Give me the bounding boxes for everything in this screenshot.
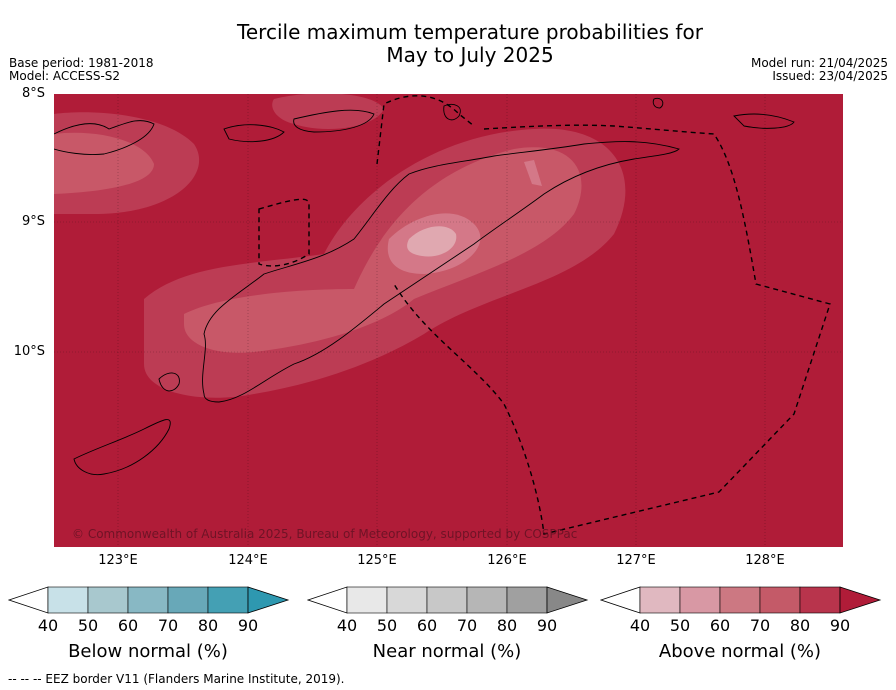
map-title-line2: May to July 2025: [386, 43, 554, 67]
coast-semau: [158, 372, 180, 392]
colorbar-segment: [127, 586, 169, 614]
colorbar-tick-label: 80: [197, 616, 219, 635]
colorbar-tick-label: 70: [157, 616, 179, 635]
colorbar-segment: [87, 586, 129, 614]
colorbar-tick-label: 50: [376, 616, 398, 635]
eez-borders: [258, 95, 831, 535]
coast-atauro: [443, 104, 461, 121]
lon-label-124e: 124°E: [228, 553, 268, 568]
colorbar-tick-label: 60: [709, 616, 731, 635]
colorbar-above-normal: [600, 586, 882, 614]
shade-north-blob: [272, 94, 384, 129]
coast-alor: [223, 124, 285, 143]
eez-legend-footer: -- -- -- EEZ border V11 (Flanders Marine…: [8, 672, 345, 686]
model-run-label: Model run: 21/04/2025: [750, 56, 888, 70]
coast-leti: [733, 113, 795, 129]
colorbar-tick-label: 90: [829, 616, 851, 635]
colorbar-tick-label: 80: [496, 616, 518, 635]
colorbar-tick-label: 80: [789, 616, 811, 635]
coast-flores-east: [54, 120, 155, 155]
coast-rote: [73, 419, 171, 476]
colorbar-tick-label: 40: [336, 616, 358, 635]
coast-kisar: [652, 97, 664, 109]
colorbar-extend-low: [307, 586, 348, 614]
shade-80-west: [54, 132, 154, 194]
colorbar-tick-label: 40: [629, 616, 651, 635]
shade-80-timor: [184, 147, 582, 353]
colorbar-segment: [759, 586, 801, 614]
lon-label-123e: 123°E: [98, 553, 138, 568]
colorbar-segment: [506, 586, 548, 614]
colorbar-tick-label: 90: [536, 616, 558, 635]
colorbar-tick-label: 60: [117, 616, 139, 635]
lon-label-126e: 126°E: [487, 553, 527, 568]
colorbar-segment: [799, 586, 841, 614]
colorbar-segment: [167, 586, 209, 614]
colorbar-segment: [639, 586, 681, 614]
colorbar-tick-label: 60: [416, 616, 438, 635]
lat-label-8s: 8°S: [21, 86, 45, 101]
colorbar-extend-high: [546, 586, 589, 614]
colorbar-extend-high: [839, 586, 882, 614]
map-panel: [54, 94, 843, 547]
colorbar-segment: [426, 586, 468, 614]
issued-label: Issued: 23/04/2025: [772, 69, 888, 83]
colorbar-segment: [346, 586, 388, 614]
colorbar-tick-label: 90: [237, 616, 259, 635]
colorbar-near-normal: [307, 586, 589, 614]
colorbar-segment: [466, 586, 508, 614]
colorbar-segment: [719, 586, 761, 614]
model-label: Model: ACCESS-S2: [9, 69, 121, 83]
base-period-label: Base period: 1981-2018: [9, 56, 154, 70]
map-title-line1: Tercile maximum temperature probabilitie…: [237, 20, 703, 44]
colorbar-extend-high: [247, 586, 290, 614]
graticule: [54, 94, 843, 547]
colorbar-below-normal: [8, 586, 290, 614]
shade-90-peak: [407, 226, 457, 257]
coastlines: [54, 97, 795, 476]
lat-label-9s: 9°S: [21, 214, 45, 229]
lat-label-10s: 10°S: [13, 344, 45, 359]
colorbar-segment: [386, 586, 428, 614]
colorbar-title-below: Below normal (%): [68, 641, 228, 662]
lon-label-127e: 127°E: [616, 553, 656, 568]
colorbar-extend-low: [600, 586, 641, 614]
eez-west: [258, 198, 310, 267]
colorbar-title-above: Above normal (%): [658, 641, 822, 662]
colorbar-tick-label: 40: [37, 616, 59, 635]
coast-timor: [202, 141, 680, 403]
colorbar-tick-label: 50: [669, 616, 691, 635]
colorbar-segment: [679, 586, 721, 614]
copyright-notice: © Commonwealth of Australia 2025, Bureau…: [72, 527, 578, 541]
colorbar-extend-low: [8, 586, 49, 614]
colorbar-tick-label: 50: [77, 616, 99, 635]
lon-label-128e: 128°E: [745, 553, 785, 568]
colorbar-title-near: Near normal (%): [372, 641, 522, 662]
colorbar-segment: [207, 586, 249, 614]
coast-wetar: [293, 109, 375, 133]
colorbar-tick-label: 70: [749, 616, 771, 635]
colorbar-segment: [47, 586, 89, 614]
colorbar-tick-label: 70: [456, 616, 478, 635]
shade-90-east: [524, 160, 542, 186]
lon-label-125e: 125°E: [357, 553, 397, 568]
eez-timor-leste: [393, 124, 831, 535]
eez-north: [376, 95, 475, 165]
